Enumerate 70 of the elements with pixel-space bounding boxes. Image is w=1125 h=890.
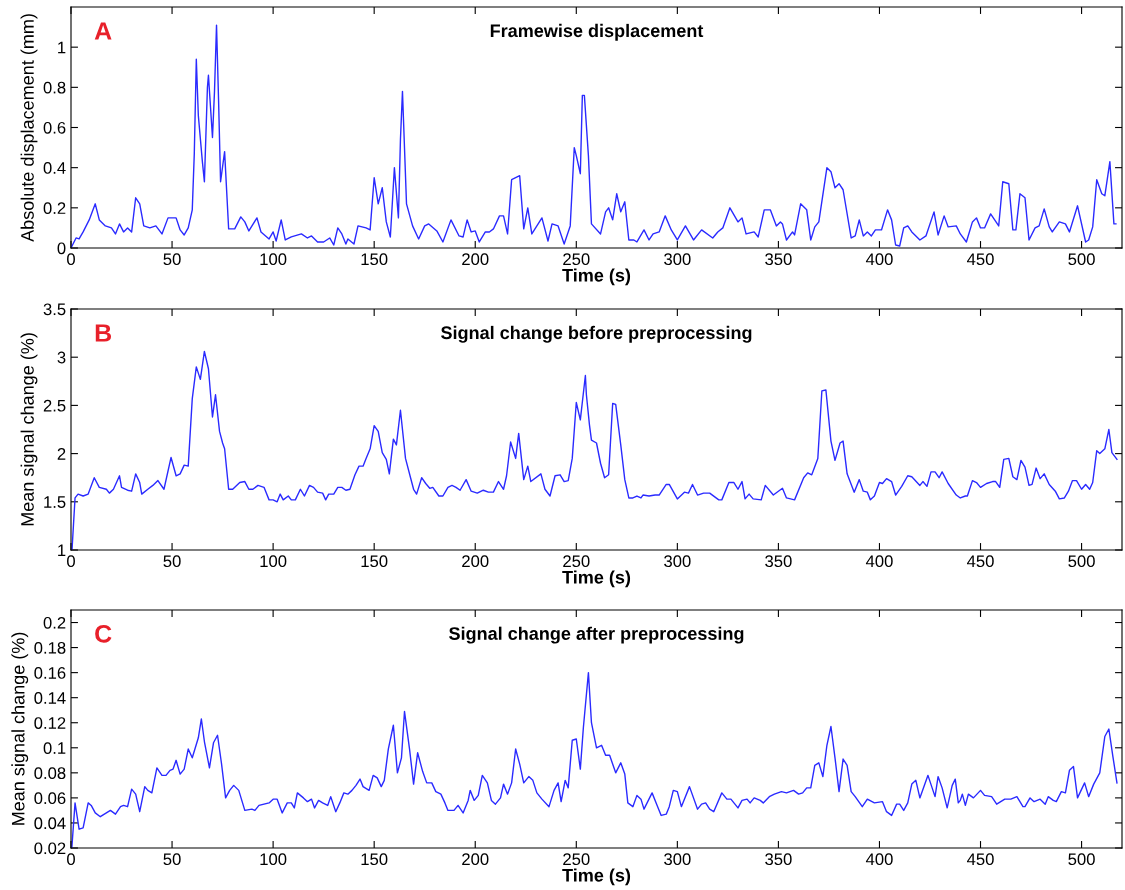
y-tick-label: 0.18 — [34, 641, 66, 654]
x-tick-label: 450 — [967, 555, 994, 568]
x-tick-label: 250 — [563, 853, 590, 866]
x-tick-label: 300 — [664, 253, 691, 266]
x-tick-label: 0 — [67, 253, 75, 266]
x-tick-label: 500 — [1068, 555, 1095, 568]
y-tick-label: 3.5 — [43, 303, 66, 316]
x-tick-label: 200 — [462, 555, 489, 568]
x-tick-label: 450 — [967, 853, 994, 866]
x-tick-label: 250 — [563, 253, 590, 266]
y-tick-label: 0 — [57, 242, 66, 255]
x-tick-label: 50 — [163, 853, 181, 866]
x-tick-label: 200 — [462, 853, 489, 866]
y-axis-title: Mean signal change (%) — [20, 333, 38, 526]
x-tick-label: 0 — [67, 853, 75, 866]
x-tick-label: 350 — [765, 853, 792, 866]
y-tick-label: 0.06 — [34, 792, 66, 805]
line-series — [71, 671, 1118, 848]
annotation: C — [95, 624, 112, 643]
x-tick-label: 150 — [361, 853, 388, 866]
x-tick-label: 300 — [664, 555, 691, 568]
x-tick-label: 100 — [260, 253, 287, 266]
y-tick-label: 0.16 — [34, 667, 66, 679]
y-tick-label: 0.02 — [34, 842, 66, 855]
x-tick-label: 500 — [1068, 253, 1095, 266]
y-tick-label: 0.4 — [43, 162, 66, 174]
y-tick-label: 2 — [57, 448, 66, 460]
text: Signal change before preprocessing — [441, 325, 752, 343]
text: Signal change after preprocessing — [449, 626, 744, 644]
x-axis-title: Time (s) — [562, 570, 631, 588]
y-tick-label: 0.12 — [34, 717, 66, 729]
x-tick-label: 400 — [865, 555, 893, 568]
y-tick-label: 1.5 — [44, 496, 66, 508]
x-tick-label: 350 — [765, 253, 792, 266]
y-tick-label: 0.14 — [34, 692, 66, 704]
x-tick-label: 200 — [462, 253, 489, 266]
x-tick-label: 100 — [260, 853, 287, 866]
x-tick-label: 150 — [361, 253, 388, 266]
x-tick-label: 100 — [260, 555, 287, 568]
y-tick-label: 1 — [58, 41, 66, 54]
y-tick-label: 0.2 — [43, 202, 66, 215]
y-tick-label: 1 — [58, 544, 66, 557]
text: Framewise displacement — [490, 23, 704, 41]
y-tick-label: 0.6 — [43, 121, 66, 134]
y-tick-label: 2.5 — [43, 399, 66, 412]
y-axis-title: Mean signal change (%) — [11, 632, 29, 825]
x-tick-label: 300 — [664, 853, 691, 866]
x-tick-label: 500 — [1068, 853, 1095, 866]
x-tick-label: 400 — [865, 253, 893, 266]
y-tick-label: 0.08 — [34, 767, 66, 780]
line-series — [71, 350, 1118, 550]
x-tick-label: 0 — [67, 555, 75, 568]
x-tick-label: 50 — [163, 253, 181, 266]
annotation: B — [95, 324, 112, 342]
x-tick-label: 50 — [163, 555, 181, 568]
x-tick-label: 250 — [563, 555, 590, 568]
annotation: A — [94, 22, 112, 40]
x-axis-title: Time (s) — [562, 268, 631, 286]
line-series — [71, 24, 1117, 248]
y-axis-title: Absolute displacement (mm) — [20, 14, 38, 242]
y-tick-label: 0.1 — [43, 742, 66, 754]
x-tick-label: 150 — [361, 555, 388, 568]
x-tick-label: 350 — [765, 555, 792, 568]
y-tick-label: 0.8 — [43, 81, 66, 94]
y-tick-label: 0.2 — [43, 616, 66, 629]
x-tick-label: 400 — [865, 853, 893, 866]
x-tick-label: 450 — [967, 253, 994, 266]
x-axis-title: Time (s) — [562, 868, 631, 886]
y-tick-label: 3 — [57, 351, 66, 364]
y-tick-label: 0.04 — [34, 817, 66, 830]
